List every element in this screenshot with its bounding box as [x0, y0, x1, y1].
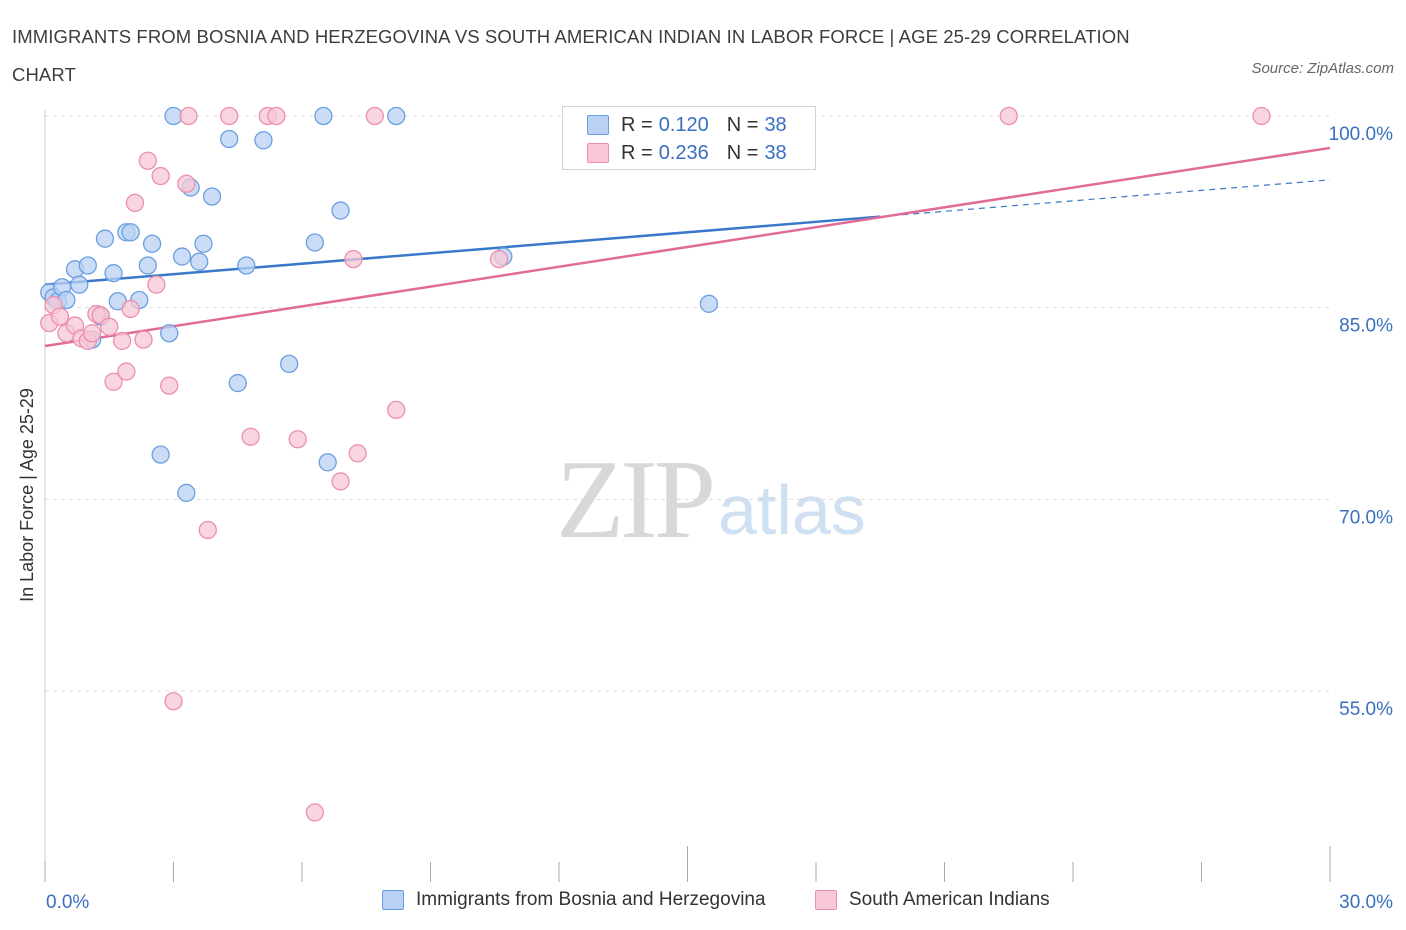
- data-point-bosnia: [95, 229, 115, 248]
- legend-n-label: N =: [726, 141, 759, 164]
- legend-swatch-blue: [382, 890, 404, 910]
- data-point-south-american-indian: [220, 106, 239, 126]
- data-point-south-american-indian: [125, 193, 145, 213]
- legend-swatch-pink: [587, 143, 609, 163]
- legend-n-value: 38: [764, 141, 787, 164]
- data-point-bosnia: [202, 187, 222, 206]
- y-tick-label: 85.0%: [1339, 316, 1393, 337]
- legend-item-south-american-indian[interactable]: South American Indians: [815, 889, 1050, 911]
- data-point-bosnia: [699, 294, 719, 313]
- data-point-bosnia: [237, 256, 256, 275]
- data-point-bosnia: [190, 252, 209, 271]
- data-point-bosnia: [121, 223, 140, 242]
- legend-row-bosnia: R = 0.120 N = 38: [587, 111, 787, 139]
- data-point-south-american-indian: [999, 106, 1018, 126]
- data-point-south-american-indian: [82, 324, 102, 343]
- data-point-south-american-indian: [331, 472, 350, 491]
- chart-title: IMMIGRANTS FROM BOSNIA AND HERZEGOVINA V…: [12, 26, 1130, 85]
- data-point-south-american-indian: [147, 275, 166, 294]
- data-point-south-american-indian: [138, 151, 157, 170]
- legend-row-south-american-indian: R = 0.236 N = 38: [587, 139, 787, 167]
- x-tick-label: 30.0%: [1339, 892, 1393, 913]
- legend-swatch-blue: [587, 115, 609, 135]
- stats-legend: R = 0.120 N = 38 R = 0.236 N = 38: [562, 106, 816, 170]
- data-point-bosnia: [387, 106, 406, 126]
- data-point-south-american-indian: [348, 444, 367, 463]
- legend-item-bosnia[interactable]: Immigrants from Bosnia and Herzegovina: [382, 889, 766, 911]
- legend-r-value: 0.236: [658, 141, 709, 164]
- data-point-south-american-indian: [177, 174, 196, 193]
- data-point-bosnia: [228, 373, 247, 393]
- data-point-bosnia: [78, 256, 97, 275]
- watermark-atlas: atlas: [718, 471, 866, 549]
- data-point-south-american-indian: [198, 520, 217, 540]
- legend-n-label: N =: [726, 113, 759, 136]
- source-credit: Source: ZipAtlas.com: [1251, 60, 1394, 77]
- data-point-south-american-indian: [344, 249, 363, 269]
- data-point-bosnia: [314, 106, 333, 126]
- data-point-bosnia: [220, 129, 239, 149]
- data-point-bosnia: [151, 445, 170, 464]
- y-tick-label: 70.0%: [1339, 507, 1393, 528]
- y-tick-labels: 55.0% 70.0% 85.0% 100.0%: [1329, 124, 1394, 720]
- data-point-bosnia: [331, 201, 350, 220]
- data-point-bosnia: [254, 131, 273, 150]
- watermark-zip: ZIP: [556, 438, 716, 562]
- data-point-bosnia: [70, 275, 89, 294]
- data-point-bosnia: [305, 233, 325, 252]
- data-point-south-american-indian: [489, 249, 509, 269]
- data-point-bosnia: [318, 453, 337, 472]
- data-point-south-american-indian: [305, 803, 325, 822]
- data-point-bosnia: [142, 234, 162, 253]
- data-point-south-american-indian: [241, 427, 260, 446]
- legend-r-value: 0.120: [658, 113, 709, 136]
- y-tick-label: 55.0%: [1339, 699, 1393, 720]
- data-point-south-american-indian: [112, 331, 132, 351]
- data-point-bosnia: [172, 247, 192, 266]
- x-tick-labels: 0.0% 30.0%: [46, 892, 1393, 913]
- data-point-south-american-indian: [387, 400, 406, 420]
- data-point-bosnia: [177, 483, 196, 503]
- data-point-south-american-indian: [50, 307, 70, 326]
- data-point-south-american-indian: [365, 106, 384, 126]
- trend-line-bosnia-extension: [880, 179, 1331, 218]
- data-point-south-american-indian: [100, 317, 119, 336]
- legend-r-label: R =: [621, 113, 653, 136]
- trend-line-bosnia: [44, 215, 881, 286]
- legend-n-value: 38: [764, 113, 787, 136]
- y-tick-label: 100.0%: [1329, 124, 1394, 145]
- data-point-south-american-indian: [160, 376, 179, 395]
- data-point-south-american-indian: [134, 330, 153, 349]
- x-tick-label: 0.0%: [46, 892, 89, 913]
- legend-r-label: R =: [621, 141, 653, 164]
- data-point-south-american-indian: [1252, 106, 1271, 126]
- data-point-bosnia: [279, 354, 299, 374]
- data-point-south-american-indian: [151, 166, 170, 186]
- legend-label-south-american-indian: South American Indians: [849, 889, 1050, 910]
- data-point-south-american-indian: [288, 430, 307, 449]
- data-point-bosnia: [160, 324, 179, 343]
- data-point-south-american-indian: [121, 299, 140, 319]
- trend-lines: [44, 146, 1331, 348]
- data-point-south-american-indian: [164, 692, 183, 711]
- y-axis-label: In Labor Force | Age 25-29: [17, 388, 37, 602]
- data-point-south-american-indian: [117, 362, 136, 381]
- legend-label-bosnia: Immigrants from Bosnia and Herzegovina: [416, 889, 766, 910]
- data-point-bosnia: [104, 264, 123, 283]
- axes: [44, 110, 1331, 882]
- data-point-south-american-indian: [104, 372, 123, 391]
- trend-line-south-american-indian: [44, 146, 1331, 348]
- data-point-bosnia: [138, 256, 157, 275]
- data-point-south-american-indian: [179, 106, 198, 126]
- data-point-bosnia: [194, 234, 213, 253]
- data-point-south-american-indian: [267, 106, 286, 126]
- series-south-american-indian-points: [40, 106, 1271, 822]
- series-legend: Immigrants from Bosnia and Herzegovina S…: [0, 889, 1406, 917]
- grid-lines: [45, 115, 1330, 692]
- legend-swatch-pink: [815, 890, 837, 910]
